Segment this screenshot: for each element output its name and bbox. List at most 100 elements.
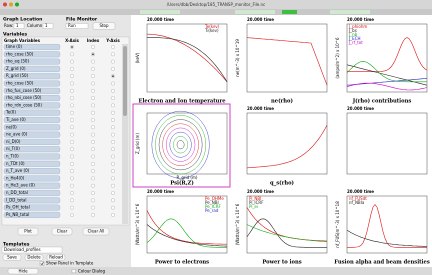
radio[interactable] — [91, 125, 95, 130]
run-field[interactable] — [65, 23, 89, 29]
variable-button[interactable] — [3, 197, 61, 204]
radio[interactable] — [91, 191, 95, 195]
radio[interactable] — [70, 176, 74, 181]
radio[interactable] — [70, 154, 74, 159]
radio[interactable] — [91, 154, 95, 159]
variable-button[interactable] — [3, 117, 61, 123]
scroll-thumb[interactable] — [123, 46, 127, 116]
radio[interactable] — [91, 81, 95, 86]
row-field[interactable] — [13, 23, 25, 29]
radio[interactable] — [70, 81, 74, 86]
radio[interactable] — [70, 147, 74, 152]
radio[interactable] — [70, 59, 74, 64]
button[interactable] — [82, 227, 110, 236]
radio[interactable] — [111, 213, 115, 217]
checkbox[interactable] — [39, 261, 45, 266]
radio[interactable] — [70, 103, 74, 108]
variable-button[interactable] — [3, 109, 61, 116]
radio[interactable] — [111, 125, 115, 130]
radio[interactable] — [111, 67, 115, 71]
minimize-button[interactable] — [9, 2, 13, 7]
radio[interactable] — [111, 147, 115, 152]
radio[interactable] — [111, 169, 115, 173]
template-select[interactable] — [1, 246, 63, 254]
radio[interactable] — [91, 45, 95, 49]
radio[interactable] — [111, 81, 115, 86]
radio[interactable] — [70, 88, 74, 93]
radio[interactable] — [70, 74, 74, 79]
variable-button[interactable] — [3, 182, 61, 189]
radio[interactable] — [111, 88, 115, 93]
radio[interactable] — [91, 213, 95, 217]
radio[interactable] — [70, 125, 74, 130]
variable-button[interactable] — [3, 65, 61, 72]
radio[interactable] — [111, 154, 115, 159]
variable-button[interactable] — [3, 73, 61, 80]
radio[interactable] — [70, 110, 74, 115]
radio[interactable] — [91, 110, 95, 115]
tab[interactable] — [235, 10, 275, 14]
hide-button[interactable] — [7, 268, 39, 275]
zoom-button[interactable] — [15, 2, 19, 7]
radio[interactable] — [111, 45, 115, 49]
stop-button[interactable] — [92, 22, 116, 30]
variable-button[interactable] — [3, 175, 61, 182]
variable-button[interactable] — [3, 211, 61, 218]
radio[interactable] — [70, 96, 74, 100]
button[interactable] — [17, 227, 39, 236]
variable-button[interactable] — [3, 80, 61, 87]
variable-button[interactable] — [3, 204, 61, 211]
radio[interactable] — [70, 67, 74, 71]
radio[interactable] — [70, 213, 74, 217]
column-field[interactable] — [42, 23, 54, 29]
radio[interactable] — [70, 52, 74, 57]
radio[interactable] — [91, 140, 95, 144]
radio[interactable] — [91, 103, 95, 108]
radio[interactable] — [111, 161, 115, 166]
radio[interactable] — [70, 183, 74, 188]
radio[interactable] — [111, 59, 115, 64]
radio[interactable] — [91, 147, 95, 152]
variable-button[interactable] — [3, 102, 61, 109]
radio[interactable] — [91, 74, 95, 79]
scrollbar[interactable] — [122, 44, 128, 224]
radio[interactable] — [111, 140, 115, 144]
variable-button[interactable] — [3, 138, 61, 145]
radio[interactable] — [91, 198, 95, 203]
radio[interactable] — [91, 118, 95, 122]
variable-button[interactable] — [3, 44, 61, 50]
radio[interactable] — [91, 169, 95, 173]
tab[interactable] — [140, 10, 180, 14]
radio[interactable] — [111, 183, 115, 188]
radio[interactable] — [91, 132, 95, 137]
button[interactable] — [2, 254, 22, 261]
variable-button[interactable] — [3, 95, 61, 102]
radio[interactable] — [70, 132, 74, 137]
variable-button[interactable] — [3, 160, 61, 167]
tab[interactable] — [330, 10, 370, 14]
radio[interactable] — [91, 88, 95, 93]
variable-button[interactable] — [3, 131, 61, 138]
radio[interactable] — [111, 191, 115, 195]
radio[interactable] — [70, 118, 74, 122]
radio[interactable] — [70, 169, 74, 173]
radio[interactable] — [111, 198, 115, 203]
variable-button[interactable] — [3, 153, 61, 160]
radio[interactable] — [91, 176, 95, 181]
radio[interactable] — [111, 103, 115, 108]
variable-button[interactable] — [3, 168, 61, 175]
tab-active[interactable] — [282, 10, 297, 14]
variable-button[interactable] — [3, 51, 61, 58]
radio[interactable] — [111, 132, 115, 137]
radio[interactable] — [111, 118, 115, 122]
variable-button[interactable] — [3, 190, 61, 196]
close-button[interactable] — [3, 2, 7, 7]
radio[interactable] — [70, 161, 74, 166]
variable-button[interactable] — [3, 124, 61, 131]
radio[interactable] — [91, 161, 95, 166]
radio[interactable] — [91, 67, 95, 71]
variable-button[interactable] — [3, 87, 61, 94]
radio[interactable] — [91, 96, 95, 100]
radio[interactable] — [111, 96, 115, 100]
radio[interactable] — [91, 205, 95, 210]
